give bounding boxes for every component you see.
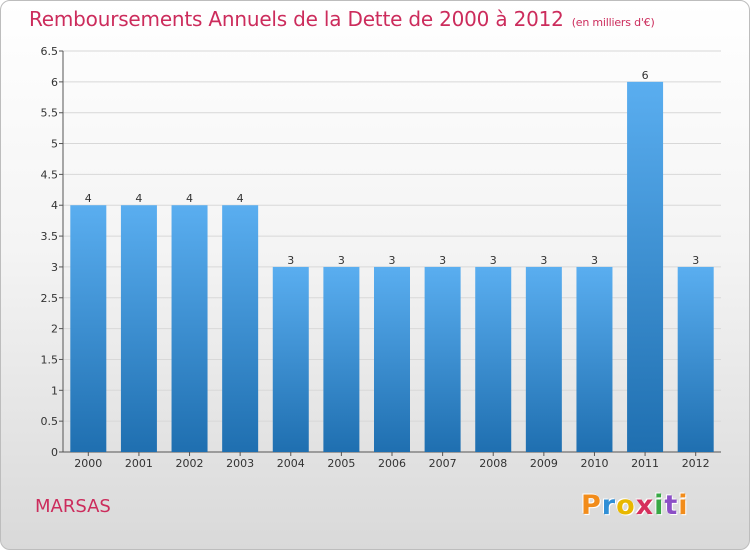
y-tick-label: 6 (51, 76, 58, 89)
y-tick-label: 4.5 (41, 168, 59, 181)
data-label-2007: 3 (439, 254, 446, 267)
x-tick-label-2009: 2009 (530, 457, 558, 470)
bar-2011 (627, 81, 664, 452)
bar-2007 (424, 266, 461, 452)
x-tick-label-2000: 2000 (74, 457, 102, 470)
y-tick-label: 4 (51, 199, 58, 212)
y-tick-label: 1 (51, 384, 58, 397)
data-label-2010: 3 (591, 254, 598, 267)
data-label-2005: 3 (338, 254, 345, 267)
x-tick-label-2008: 2008 (479, 457, 507, 470)
bar-2004 (272, 266, 309, 452)
y-tick-label: 0 (51, 446, 58, 459)
bar-2002 (171, 205, 208, 452)
x-tick-label-2012: 2012 (682, 457, 710, 470)
data-label-2002: 4 (186, 192, 193, 205)
y-tick-label: 3 (51, 261, 58, 274)
logo-letter: r (601, 490, 617, 521)
y-tick-label: 2.5 (41, 292, 59, 305)
x-tick-label-2004: 2004 (277, 457, 305, 470)
logo-letter: i (678, 490, 689, 521)
chart-title-text: Remboursements Annuels de la Dette de 20… (29, 7, 564, 31)
tick-labels: 0 0.5 1 1.5 2 2.5 3 3.5 4 4.5 5 5.5 6 6.5 2000 2001 2002… (41, 45, 710, 470)
y-tick-label: 3.5 (41, 230, 59, 243)
logo-letter: i (654, 490, 665, 521)
proxiti-logo: Proxiti (581, 490, 689, 521)
data-label-2012: 3 (692, 254, 699, 267)
bar-2012 (677, 266, 714, 452)
data-label-2006: 3 (389, 254, 396, 267)
y-tick-label: 5 (51, 138, 58, 151)
x-tick-label-2011: 2011 (631, 457, 659, 470)
x-tick-label-2007: 2007 (429, 457, 457, 470)
y-tick-label: 0.5 (41, 415, 59, 428)
bar-2010 (576, 266, 613, 452)
data-label-2004: 3 (287, 254, 294, 267)
data-labels: 4 4 4 4 3 3 3 3 3 3 3 6 3 (85, 69, 699, 267)
y-tick-label: 2 (51, 323, 58, 336)
bars (70, 81, 714, 452)
y-tick-label: 1.5 (41, 353, 59, 366)
town-name: MARSAS (35, 496, 111, 517)
logo-letter: x (635, 490, 655, 521)
unit-note: (en milliers d'€) (571, 16, 655, 29)
bar-2000 (70, 205, 107, 452)
logo-letter: P (581, 490, 602, 521)
logo-letter: o (616, 490, 636, 521)
data-label-2001: 4 (135, 192, 142, 205)
y-tick-label: 6.5 (41, 45, 59, 58)
x-tick-label-2002: 2002 (176, 457, 204, 470)
data-label-2003: 4 (237, 192, 244, 205)
x-tick-label-2005: 2005 (327, 457, 355, 470)
logo-letter: t (664, 490, 679, 521)
data-label-2011: 6 (642, 69, 649, 82)
bar-2005 (323, 266, 360, 452)
bar-2003 (222, 205, 259, 452)
bar-2001 (120, 205, 157, 452)
chart-title: Remboursements Annuels de la Dette de 20… (29, 7, 655, 31)
data-label-2000: 4 (85, 192, 92, 205)
x-tick-label-2003: 2003 (226, 457, 254, 470)
data-label-2009: 3 (540, 254, 547, 267)
bar-2006 (374, 266, 410, 452)
bar-2009 (525, 266, 562, 452)
y-tick-label: 5.5 (41, 107, 59, 120)
bar-2008 (475, 266, 512, 452)
x-tick-label-2010: 2010 (580, 457, 608, 470)
x-tick-label-2001: 2001 (125, 457, 153, 470)
x-tick-label-2006: 2006 (378, 457, 406, 470)
data-label-2008: 3 (490, 254, 497, 267)
